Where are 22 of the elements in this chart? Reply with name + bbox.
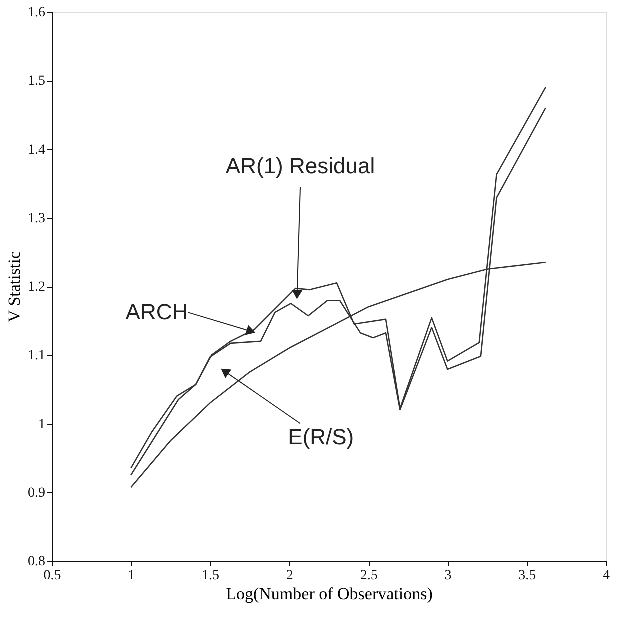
x-tick-label: 3.5 — [518, 568, 536, 584]
x-tick-label: 2.5 — [360, 568, 378, 584]
y-tick-label: 1 — [38, 417, 46, 432]
y-tick-label: 1.3 — [28, 211, 46, 226]
annotation: AR(1) Residual — [226, 153, 376, 178]
x-tick-label: 1.5 — [202, 568, 220, 584]
y-tick-label: 0.8 — [28, 554, 46, 570]
y-tick-label: 1.1 — [28, 348, 46, 364]
y-tick-label: 1.4 — [28, 142, 46, 158]
y-tick-label: 1.6 — [28, 6, 46, 20]
annotation: E(R/S) — [288, 424, 354, 450]
y-tick-label: 1.2 — [28, 280, 46, 295]
y-tick-label: 0.9 — [28, 486, 46, 501]
x-tick-label: 1 — [128, 568, 136, 584]
y-tick-label: 1.5 — [28, 74, 46, 90]
y-axis-title: V Statistic — [5, 251, 24, 322]
x-axis-title: Log(Number of Observations) — [226, 584, 433, 604]
annotation: ARCH — [126, 300, 188, 325]
x-tick-label: 2 — [286, 568, 294, 584]
x-tick-label: 0.5 — [44, 568, 62, 584]
x-tick-label: 4 — [603, 568, 610, 584]
x-tick-label: 3 — [444, 568, 452, 584]
